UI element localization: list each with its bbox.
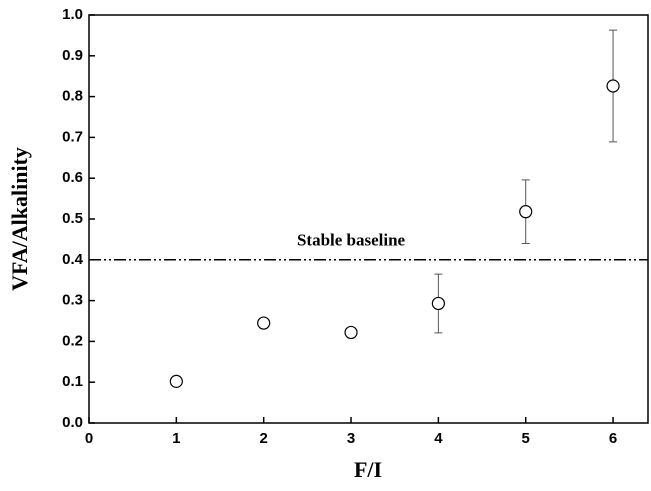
y-tick-label: 0.3 <box>62 292 83 309</box>
y-tick-label: 0.9 <box>62 47 83 64</box>
x-tick-label: 3 <box>347 430 355 447</box>
y-tick-label: 0.1 <box>62 373 83 390</box>
y-tick-label: 0.5 <box>62 210 83 227</box>
point <box>344 325 358 340</box>
y-tick-label: 0.6 <box>62 169 83 186</box>
baseline-label: Stable baseline <box>297 231 406 250</box>
y-tick-label: 0.7 <box>62 128 83 145</box>
x-tick-label: 6 <box>609 430 617 447</box>
x-tick-label: 4 <box>434 430 443 447</box>
y-tick-label: 0.2 <box>62 332 83 349</box>
point <box>169 374 183 388</box>
x-tick-label: 1 <box>172 430 180 447</box>
y-tick-label: 0.8 <box>62 88 83 105</box>
y-tick-label: 0.4 <box>62 251 84 268</box>
plot-frame <box>88 14 649 424</box>
y-tick-label: 1.0 <box>62 6 83 23</box>
point <box>519 205 533 219</box>
x-tick-label: 0 <box>85 430 93 447</box>
y-tick-label: 0.0 <box>62 414 83 431</box>
point <box>257 316 271 330</box>
y-axis-label: VFA/Alkalinity <box>7 147 32 291</box>
x-tick-label: 5 <box>522 430 530 447</box>
point <box>431 296 445 311</box>
point <box>606 79 620 93</box>
x-tick-label: 2 <box>260 430 268 447</box>
x-axis-label: F/I <box>354 457 382 482</box>
